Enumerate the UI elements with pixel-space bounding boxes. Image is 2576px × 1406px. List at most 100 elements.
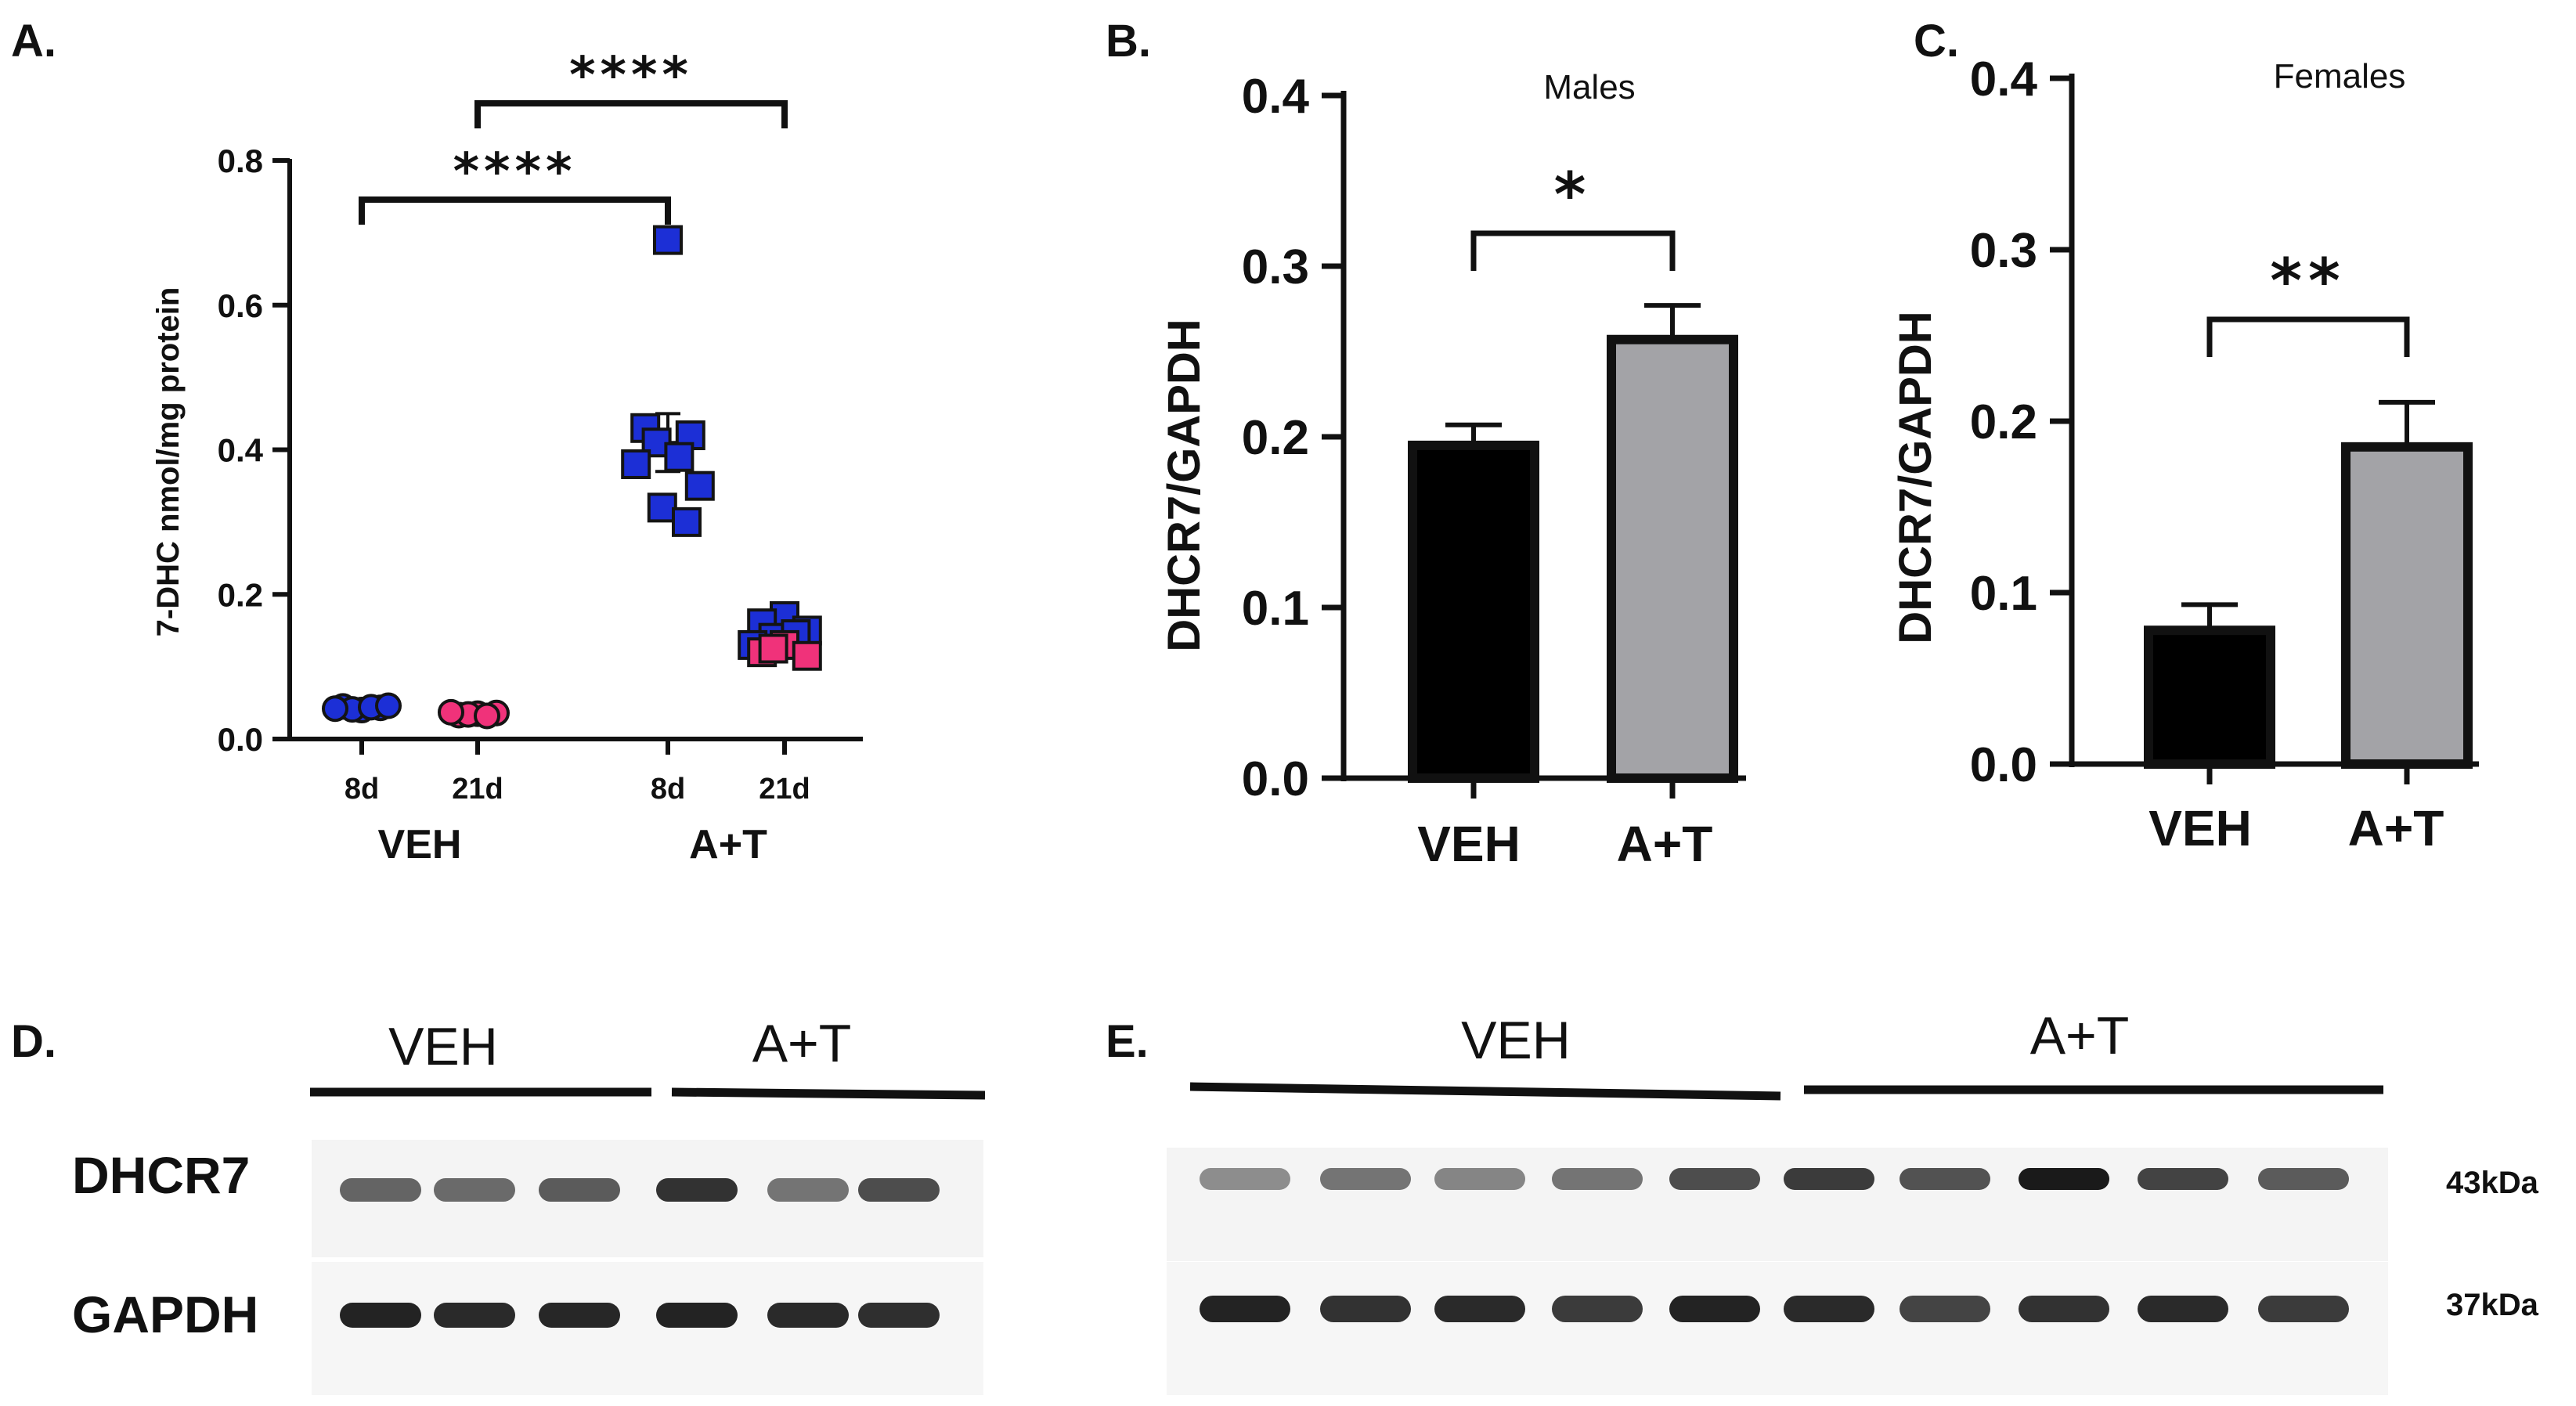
blot-band: [2138, 1168, 2228, 1190]
blot-group-label-veh: VEH: [388, 1017, 498, 1076]
blot-membrane: [1167, 1262, 2388, 1395]
blot-band: [1669, 1296, 1760, 1322]
chart-title-females: Females: [2274, 57, 2406, 96]
data-point: [758, 633, 788, 664]
blot-band: [858, 1303, 940, 1328]
bar: [2144, 625, 2275, 769]
y-tick-label: 0.2: [218, 576, 263, 613]
data-point: [375, 692, 402, 719]
blot-band: [2019, 1168, 2109, 1190]
blot-band: [1320, 1168, 1411, 1190]
blot-band: [1552, 1168, 1643, 1190]
blot-band: [1434, 1168, 1525, 1190]
significance-bracket: [474, 100, 788, 128]
blot-band: [2138, 1296, 2228, 1322]
significance-stars: ****: [453, 143, 577, 201]
bar: [1408, 440, 1539, 784]
blot-row-label: DHCR7: [72, 1146, 250, 1204]
blot-band: [1784, 1168, 1874, 1190]
data-point: [438, 698, 464, 726]
x-tick-label: A+T: [2348, 800, 2444, 856]
group-label-at: A+T: [689, 822, 767, 867]
data-point: [792, 640, 822, 671]
y-axis-label: 7-DHC nmol/mg protein: [151, 287, 186, 637]
western-blot-e: VEH A+T 43kDa 37kDa: [1167, 1006, 2539, 1395]
data-point: [647, 492, 677, 523]
scatter-plot-7dhc: 7-DHC nmol/mg protein 0.0 0.2 0.4 0.6 0.8 **…: [151, 47, 863, 867]
blot-band: [340, 1178, 421, 1202]
blot-size-label: 37kDa: [2446, 1288, 2539, 1322]
x-tick-label: A+T: [1617, 816, 1713, 872]
x-tick-label: VEH: [2148, 800, 2252, 856]
data-point: [474, 702, 500, 730]
significance-stars: ****: [569, 47, 693, 105]
blot-membrane: [1167, 1148, 2388, 1261]
blot-band: [656, 1178, 738, 1202]
y-tick-label: 0.3: [1970, 224, 2037, 278]
blot-band: [1552, 1296, 1643, 1322]
y-tick-label: 0.6: [218, 287, 263, 324]
blot-band: [2258, 1296, 2349, 1322]
western-blot-d: VEH A+T DHCR7 GAPDH: [72, 1014, 986, 1395]
blot-size-label: 43kDa: [2446, 1166, 2539, 1200]
x-tick-label: 21d: [452, 773, 503, 806]
y-tick-label: 0.3: [1242, 240, 1309, 294]
y-tick-label: 0.1: [1970, 567, 2037, 621]
y-tick-label: 0.8: [218, 142, 263, 179]
significance-bracket: [2206, 316, 2410, 357]
y-axis-label: DHCR7/GAPDH: [1890, 311, 1941, 644]
y-tick-label: 0.0: [1242, 752, 1309, 806]
data-point: [672, 507, 702, 537]
blot-group-label-veh: VEH: [1461, 1011, 1571, 1070]
panel-letter-b: B.: [1106, 16, 1151, 67]
blot-group-line: [1189, 1082, 1781, 1101]
blot-band: [539, 1178, 620, 1202]
blot-group-line: [671, 1087, 986, 1100]
y-tick-label: 0.4: [218, 432, 264, 469]
y-axis-label: DHCR7/GAPDH: [1159, 319, 1210, 651]
bar: [1607, 334, 1738, 783]
blot-band: [1434, 1296, 1525, 1322]
bar: [2341, 442, 2473, 769]
data-point: [621, 449, 651, 479]
blot-band: [1900, 1296, 1990, 1322]
significance-bracket: [1470, 230, 1676, 271]
blot-band: [767, 1178, 849, 1202]
y-tick-label: 0.0: [1970, 738, 2037, 792]
blot-band: [1669, 1168, 1760, 1190]
y-tick-label: 0.2: [1242, 411, 1309, 465]
blot-band: [1784, 1296, 1874, 1322]
blot-band: [656, 1303, 738, 1328]
x-tick-label: VEH: [1417, 816, 1521, 872]
bar-chart-females: DHCR7/GAPDH Females 0.0 0.1 0.2 0.3 0.4 ** VE…: [1890, 52, 2479, 856]
y-tick-label: 0.0: [218, 721, 263, 758]
x-tick-label: 21d: [759, 773, 810, 806]
data-point: [664, 442, 695, 472]
y-tick-label: 0.1: [1242, 582, 1309, 636]
blot-band: [434, 1178, 515, 1202]
blot-band: [1900, 1168, 1990, 1190]
blot-membrane: [312, 1262, 983, 1395]
chart-title-males: Males: [1543, 68, 1635, 106]
y-tick-label: 0.4: [1970, 52, 2038, 106]
data-point: [322, 695, 348, 723]
x-tick-label: 8d: [345, 773, 379, 806]
y-tick-label: 0.2: [1970, 395, 2037, 449]
blot-band: [539, 1303, 620, 1328]
blot-band: [1200, 1168, 1290, 1190]
blot-row-label: GAPDH: [72, 1285, 258, 1343]
significance-stars: **: [2270, 247, 2347, 317]
data-point: [653, 225, 683, 255]
blot-band: [2258, 1168, 2349, 1190]
blot-band: [434, 1303, 515, 1328]
panel-letter-e: E.: [1106, 1016, 1149, 1067]
blot-band: [1320, 1296, 1411, 1322]
y-tick-label: 0.4: [1242, 70, 1310, 124]
bar-chart-males: DHCR7/GAPDH Males 0.0 0.1 0.2 0.3 0.4 * VEH A…: [1159, 68, 1746, 872]
blot-band: [1200, 1296, 1290, 1322]
panel-letter-a: A.: [11, 16, 56, 67]
data-point: [684, 470, 715, 501]
significance-stars: *: [1554, 160, 1593, 231]
x-tick-label: 8d: [651, 773, 685, 806]
significance-bracket: [359, 196, 671, 225]
